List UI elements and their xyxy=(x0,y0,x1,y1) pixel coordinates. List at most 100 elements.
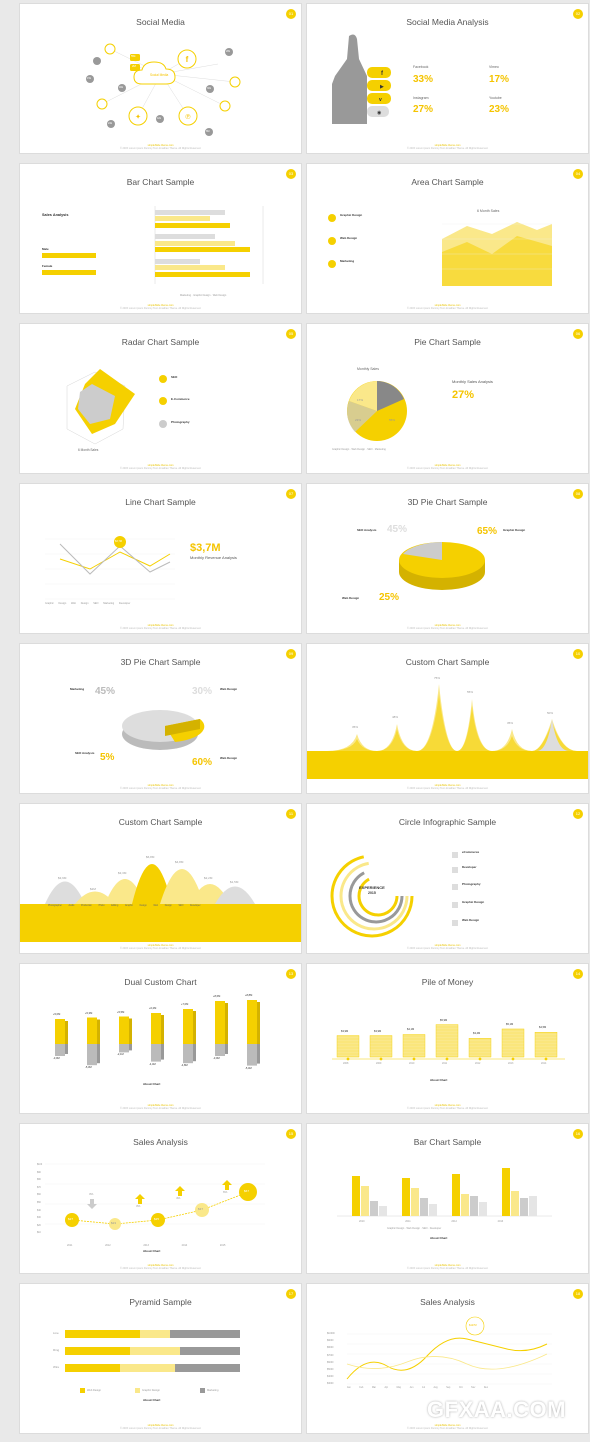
pie-value: 25% xyxy=(379,592,400,603)
peak-chart xyxy=(327,684,577,751)
slide-number: 03 xyxy=(286,169,296,179)
center-year: 2015 xyxy=(368,891,376,895)
about-chart: About Chart xyxy=(143,1249,161,1253)
bar xyxy=(352,1176,360,1216)
bar xyxy=(429,1204,437,1216)
top-value: +8,8M xyxy=(245,994,253,997)
bubble-trend-chart xyxy=(45,1163,265,1230)
platform-value: 27% xyxy=(413,104,434,115)
pile-value: $3,9M xyxy=(341,1029,349,1033)
area-chart xyxy=(328,214,552,286)
top-bar xyxy=(247,1000,257,1044)
pile-value: $5,1M xyxy=(506,1022,514,1026)
top-bar xyxy=(55,1019,65,1044)
social-network-diagram: f ✦ ℗ xyxy=(86,43,241,136)
bar xyxy=(529,1196,537,1216)
peak-label: 48% xyxy=(392,715,399,719)
pie-chart xyxy=(347,381,407,441)
slide-footer: simpleSlide theme.com © 2015 Lorem ipsum … xyxy=(119,1424,202,1430)
slide-footer: simpleSlide theme.com © 2015 Lorem ipsum … xyxy=(406,464,489,470)
slide-number: 04 xyxy=(573,169,583,179)
bottom-value: -5,4M xyxy=(245,1066,252,1070)
top-value: +8,6M xyxy=(213,995,221,998)
y-ticks: $10000 $9000 $8000 $7000 $6000 $5000 $4000 $300… xyxy=(327,1333,335,1386)
slide-number: 16 xyxy=(573,1129,583,1139)
pie-item: SEO Analysis xyxy=(75,751,95,755)
pie-label: 17% xyxy=(357,398,364,402)
pie-value: 65% xyxy=(477,526,498,537)
bubble-value: $25 xyxy=(154,1217,160,1221)
yellow-banner xyxy=(20,904,301,942)
slide-footer: simpleSlide theme.com © 2015 Lorem ipsum … xyxy=(406,944,489,950)
big-value: $3,7M xyxy=(190,542,221,554)
pile-year: 2010 xyxy=(409,1062,415,1065)
row-label: Wire xyxy=(53,1365,60,1369)
slide-footer: simpleSlide theme.com © 2015 Lorem ipsum … xyxy=(119,944,202,950)
slide-3d-pie-a: 08 3D Pie Chart Sample SEO Analysis 45% … xyxy=(306,483,589,634)
slide-footer: simpleSlide theme.com © 2015 Lorem ipsum … xyxy=(119,624,202,630)
top-value: +7,0M xyxy=(181,1003,189,1006)
stacked-bar-chart xyxy=(65,1330,240,1393)
pile-dot xyxy=(445,1057,449,1061)
slide-title: Social Media xyxy=(136,17,185,27)
slide-title: Dual Custom Chart xyxy=(124,977,197,987)
badge: 2M xyxy=(132,64,136,68)
row-label: Ring xyxy=(53,1348,60,1352)
slide-footer: simpleSlide theme.com © 2015 Lorem ipsum … xyxy=(406,624,489,630)
pie-item: Web Design xyxy=(220,756,238,760)
pie-item: Web Design xyxy=(342,596,360,600)
slide-title: Pie Chart Sample xyxy=(414,337,481,347)
pie-item: Web Design xyxy=(220,687,238,691)
arrow-label: 3% xyxy=(89,1192,94,1196)
platform-name: Instagram xyxy=(413,96,429,100)
3d-pie-chart xyxy=(122,710,205,750)
x-labels: 2010 2011 2012 2013 xyxy=(359,1220,504,1223)
platform-name: Facebook xyxy=(413,65,429,69)
slide-custom-chart-bells: 11 Custom Chart Sample $3,9M $2M $3,3M $… xyxy=(19,803,302,954)
facebook-icon xyxy=(177,49,197,69)
radar-chart xyxy=(66,369,167,445)
arrow-label: 3% xyxy=(136,1204,141,1208)
pie-item: Graphic Design xyxy=(503,528,526,532)
pie-title: Monthly Sales xyxy=(357,367,379,371)
bubble-value: $37 xyxy=(198,1207,204,1211)
money-pile xyxy=(501,1028,525,1058)
x-labels: 2011 2012 2013 2014 2015 xyxy=(67,1244,226,1247)
bar xyxy=(511,1191,519,1216)
money-pile-chart xyxy=(332,1024,565,1061)
grouped-bar-chart xyxy=(337,1168,552,1217)
slide-footer: simpleSlide theme.com © 2015 Lorem ipsum … xyxy=(406,1424,489,1430)
slide-bar-chart: 03 Bar Chart Sample Sales Analysis Male … xyxy=(19,163,302,314)
slide-circle-infographic: 12 Circle Infographic Sample EXPERIENCE … xyxy=(306,803,589,954)
pie-item: SEO Analysis xyxy=(357,528,377,532)
slide-custom-chart-peaks: 10 Custom Chart Sample 35% 48% 75% 55% 3… xyxy=(306,643,589,794)
pile-dot xyxy=(478,1057,482,1061)
right-title: Monthly Sales Analysis xyxy=(452,379,493,384)
bottom-bar xyxy=(183,1044,193,1064)
slide-number: 18 xyxy=(573,1289,583,1299)
bubble-value: $27 xyxy=(68,1217,74,1221)
info-item: Developer xyxy=(462,865,477,869)
peak-label: 35% xyxy=(352,725,359,729)
about-chart: About Chart xyxy=(430,1236,448,1240)
money-pile xyxy=(369,1035,393,1058)
line-marker: $3,7M xyxy=(115,540,122,543)
slide-title: 3D Pie Chart Sample xyxy=(407,497,488,507)
circle-infographic xyxy=(330,852,458,938)
info-item: eCommerce xyxy=(462,850,480,854)
top-value: +5,0M xyxy=(53,1013,61,1016)
slide-title: Line Chart Sample xyxy=(125,497,196,507)
slide-footer: simpleSlide theme.com © 2015 Lorem ipsum … xyxy=(119,784,202,790)
pie-value: 45% xyxy=(95,686,116,697)
pile-value: $4,1M xyxy=(407,1028,415,1032)
bell-value: $6,8M xyxy=(146,855,155,859)
slide-sales-analysis-bubbles: 15 Sales Analysis $27 $23 $25 $37 $67 3%… xyxy=(19,1123,302,1274)
radar-item: E-Commerce xyxy=(171,397,190,401)
pile-value: $5,9M xyxy=(440,1018,448,1022)
svg-text:f: f xyxy=(186,55,189,64)
slide-number: 11 xyxy=(286,809,296,819)
slide-title: Radar Chart Sample xyxy=(121,337,200,347)
categories: Photographer Audio Production Photo Edit… xyxy=(48,905,201,907)
bell-value: $2,2M xyxy=(204,876,213,880)
slide-number: 07 xyxy=(286,489,296,499)
